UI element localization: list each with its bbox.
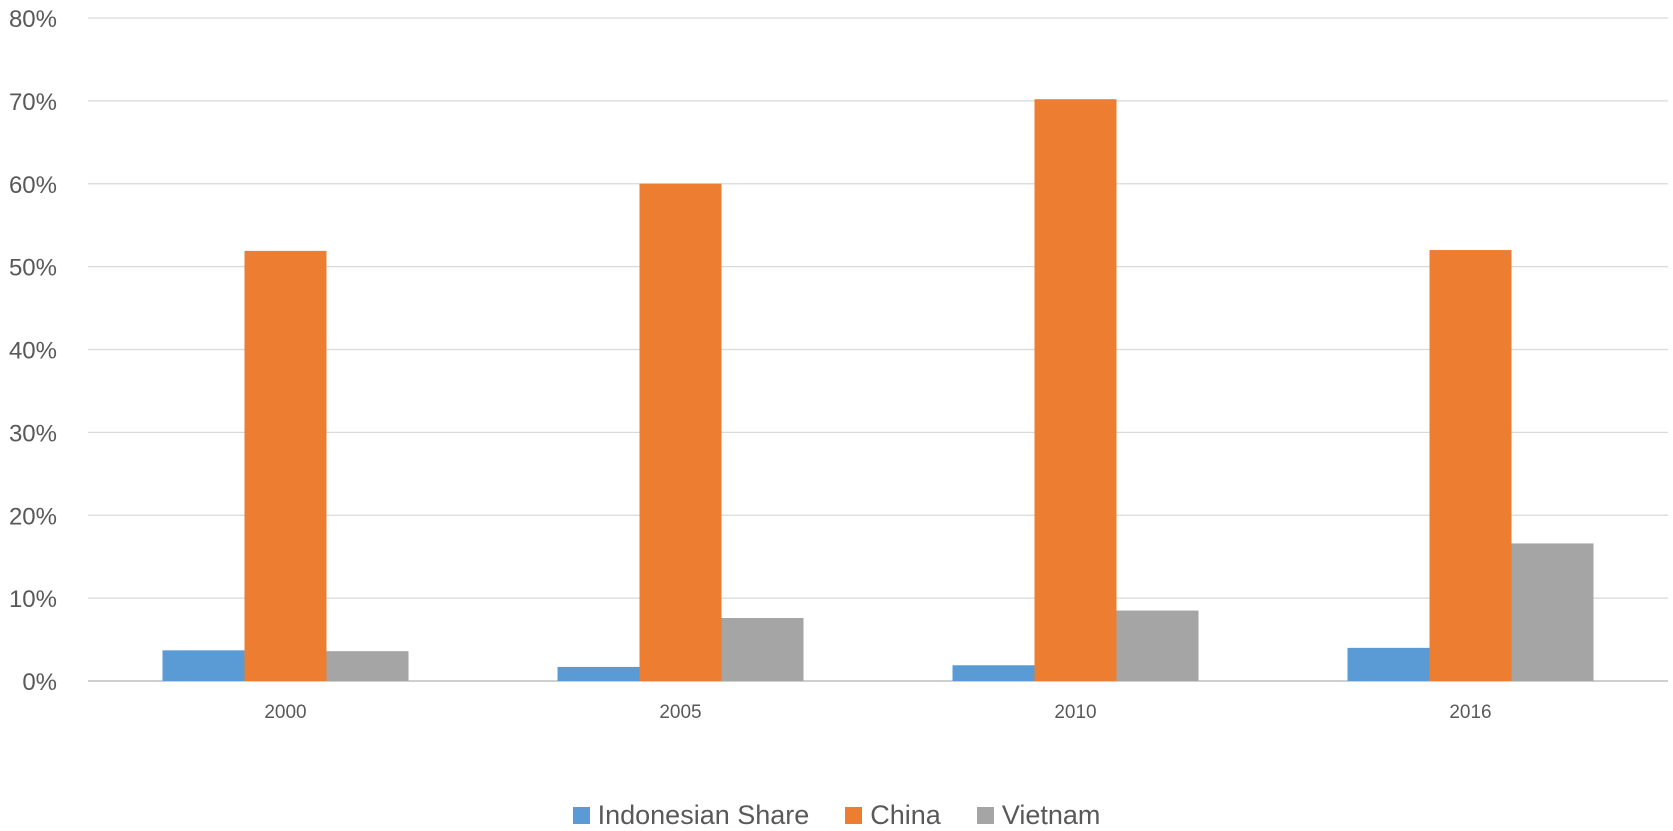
legend-swatch bbox=[976, 807, 994, 824]
y-tick-label: 50% bbox=[9, 255, 57, 282]
bar-vietnam-2005 bbox=[721, 618, 804, 681]
gridlines bbox=[88, 17, 1668, 682]
y-tick-label: 10% bbox=[9, 586, 57, 613]
x-tick-label: 2016 bbox=[1449, 702, 1491, 723]
bar-china-2000 bbox=[244, 250, 327, 681]
legend-label: Vietnam bbox=[1001, 800, 1101, 830]
bar-vietnam-2016 bbox=[1511, 543, 1594, 681]
legend-item: Indonesian Share bbox=[572, 800, 810, 831]
y-tick-label: 80% bbox=[9, 6, 57, 33]
legend-item: Vietnam bbox=[976, 800, 1101, 831]
legend-label: China bbox=[870, 800, 941, 830]
y-tick-label: 70% bbox=[9, 89, 57, 116]
y-tick-label: 20% bbox=[9, 503, 57, 530]
legend: Indonesian Share China Vietnam bbox=[0, 800, 1673, 831]
bar-indonesian-share-2010 bbox=[952, 665, 1035, 681]
bar-indonesian-share-2005 bbox=[557, 666, 640, 681]
bar-vietnam-2000 bbox=[326, 651, 409, 681]
bar-china-2010 bbox=[1034, 99, 1117, 681]
bar-indonesian-share-2000 bbox=[162, 650, 245, 681]
y-tick-label: 0% bbox=[22, 669, 57, 696]
y-tick-label: 30% bbox=[9, 420, 57, 447]
y-tick-label: 60% bbox=[9, 172, 57, 199]
legend-swatch bbox=[845, 807, 863, 824]
legend-label: Indonesian Share bbox=[597, 800, 810, 830]
x-axis-ticks: 2000 2005 2010 2016 bbox=[264, 702, 1491, 723]
bar-china-2016 bbox=[1429, 250, 1512, 682]
legend-swatch bbox=[572, 807, 590, 824]
bar-chart: 0%10%20%30%40%50%60%70%80% 2000 2005 2010 2… bbox=[9, 6, 1668, 723]
x-tick-label: 2005 bbox=[659, 702, 701, 723]
legend-item: China bbox=[845, 800, 941, 831]
bar-china-2005 bbox=[639, 183, 722, 681]
bars bbox=[162, 99, 1594, 682]
x-tick-label: 2000 bbox=[264, 702, 306, 723]
x-tick-label: 2010 bbox=[1054, 702, 1096, 723]
bar-vietnam-2010 bbox=[1116, 610, 1199, 681]
y-tick-label: 40% bbox=[9, 338, 57, 365]
bar-indonesian-share-2016 bbox=[1347, 647, 1430, 681]
y-axis-ticks: 0% 10% 20% 30% 40% 50% 60% 70% 80% bbox=[9, 6, 57, 696]
